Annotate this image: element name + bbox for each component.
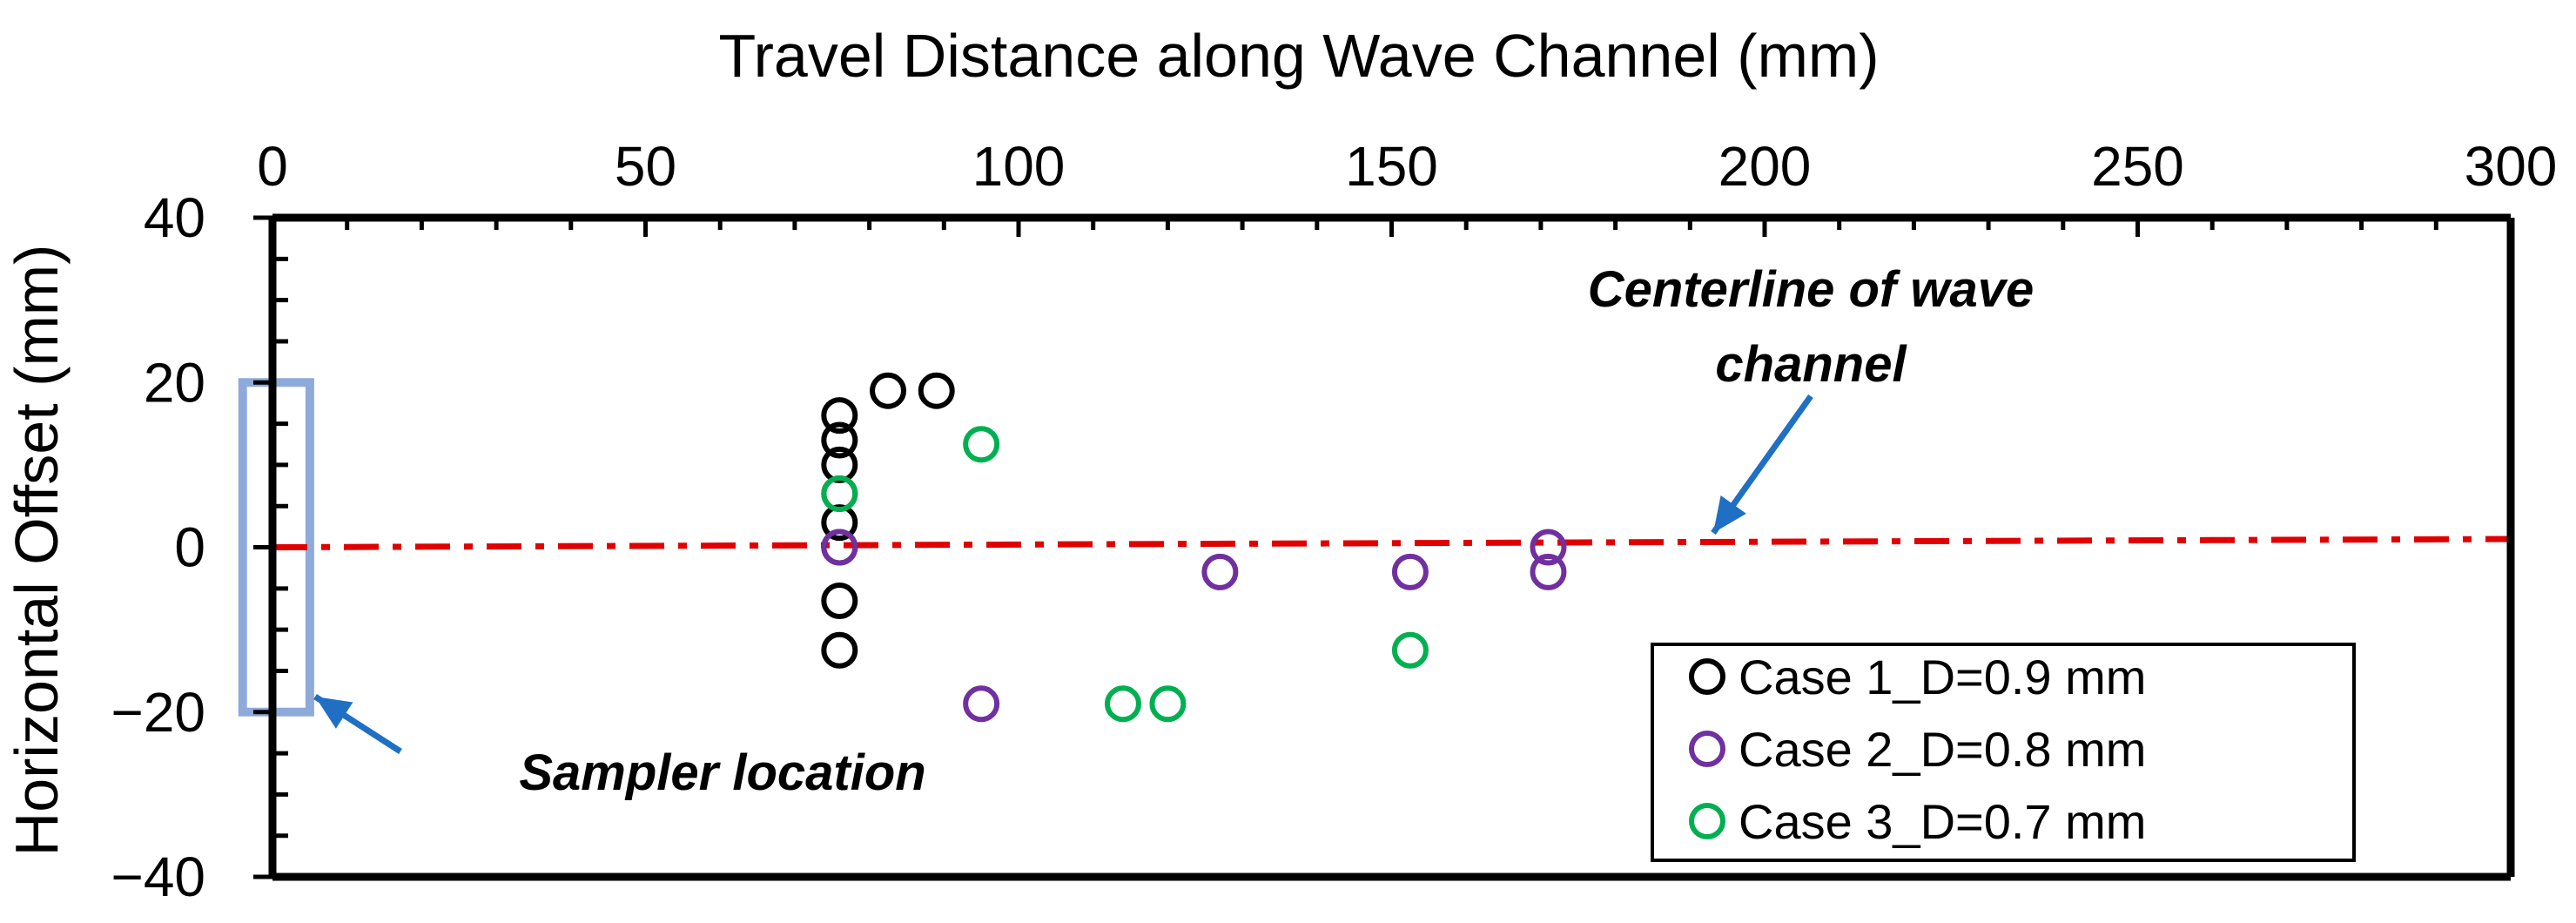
x-tick-label: 250 <box>2091 135 2184 198</box>
centerline-arrow <box>1711 394 1813 536</box>
legend-box <box>1651 643 2356 862</box>
x-axis-title: Travel Distance along Wave Channel (mm) <box>718 22 1879 90</box>
tick-layer: 0 50 100 150 200 250 300 −40 −20 0 20 40 <box>111 135 2557 908</box>
data-point-case-3 <box>1391 631 1429 669</box>
sampler-arrow <box>313 694 402 754</box>
sampler-label: Sampler location <box>519 744 925 801</box>
x-tick-label: 100 <box>972 135 1066 198</box>
x-tick-label: 150 <box>1345 135 1438 198</box>
y-tick-label: 0 <box>174 516 205 579</box>
legend-marker-case-3 <box>1689 803 1725 839</box>
y-tick-label: 40 <box>144 186 205 249</box>
legend-marker-case-1 <box>1689 658 1725 695</box>
data-point-case-2 <box>1391 553 1429 590</box>
data-point-case-2 <box>821 529 858 566</box>
data-point-case-1 <box>821 631 858 669</box>
centerline-label: Centerline of wave channel <box>1588 261 2034 393</box>
annotation-arrows <box>313 394 1813 754</box>
x-tick-label: 300 <box>2465 135 2558 198</box>
data-point-case-1 <box>821 583 858 620</box>
centerline-layer <box>272 536 2512 550</box>
data-point-case-1 <box>870 372 907 409</box>
y-tick-label: −40 <box>111 846 205 908</box>
data-point-case-3 <box>1104 685 1141 723</box>
data-point-case-1 <box>918 372 955 409</box>
x-tick-label: 200 <box>1718 135 1812 198</box>
data-point-case-2 <box>1201 553 1239 590</box>
y-axis-title: Horizontal Offset (mm) <box>3 245 71 857</box>
centerline <box>272 536 2512 550</box>
legend-label-case-1: Case 1_D=0.9 mm <box>1739 650 2146 704</box>
legend: Case 1_D=0.9 mm Case 2_D=0.8 mm Case 3_D=0… <box>1651 643 2356 862</box>
legend-label-case-3: Case 3_D=0.7 mm <box>1739 794 2146 849</box>
data-point-case-1 <box>821 421 858 459</box>
data-point-case-3 <box>821 475 858 512</box>
data-point-case-3 <box>963 426 1000 463</box>
data-point-case-2 <box>963 685 1000 723</box>
y-tick-label: −20 <box>111 681 205 744</box>
data-point-case-2 <box>1530 529 1567 566</box>
data-point-case-2 <box>1530 553 1567 590</box>
x-tick-label: 0 <box>257 135 288 198</box>
x-tick-label: 50 <box>615 135 676 198</box>
y-tick-label: 20 <box>144 351 205 414</box>
points-layer <box>821 372 1567 723</box>
data-point-case-3 <box>1149 685 1187 723</box>
data-point-case-1 <box>821 397 858 435</box>
legend-label-case-2: Case 2_D=0.8 mm <box>1739 722 2146 777</box>
legend-marker-case-2 <box>1689 731 1725 767</box>
